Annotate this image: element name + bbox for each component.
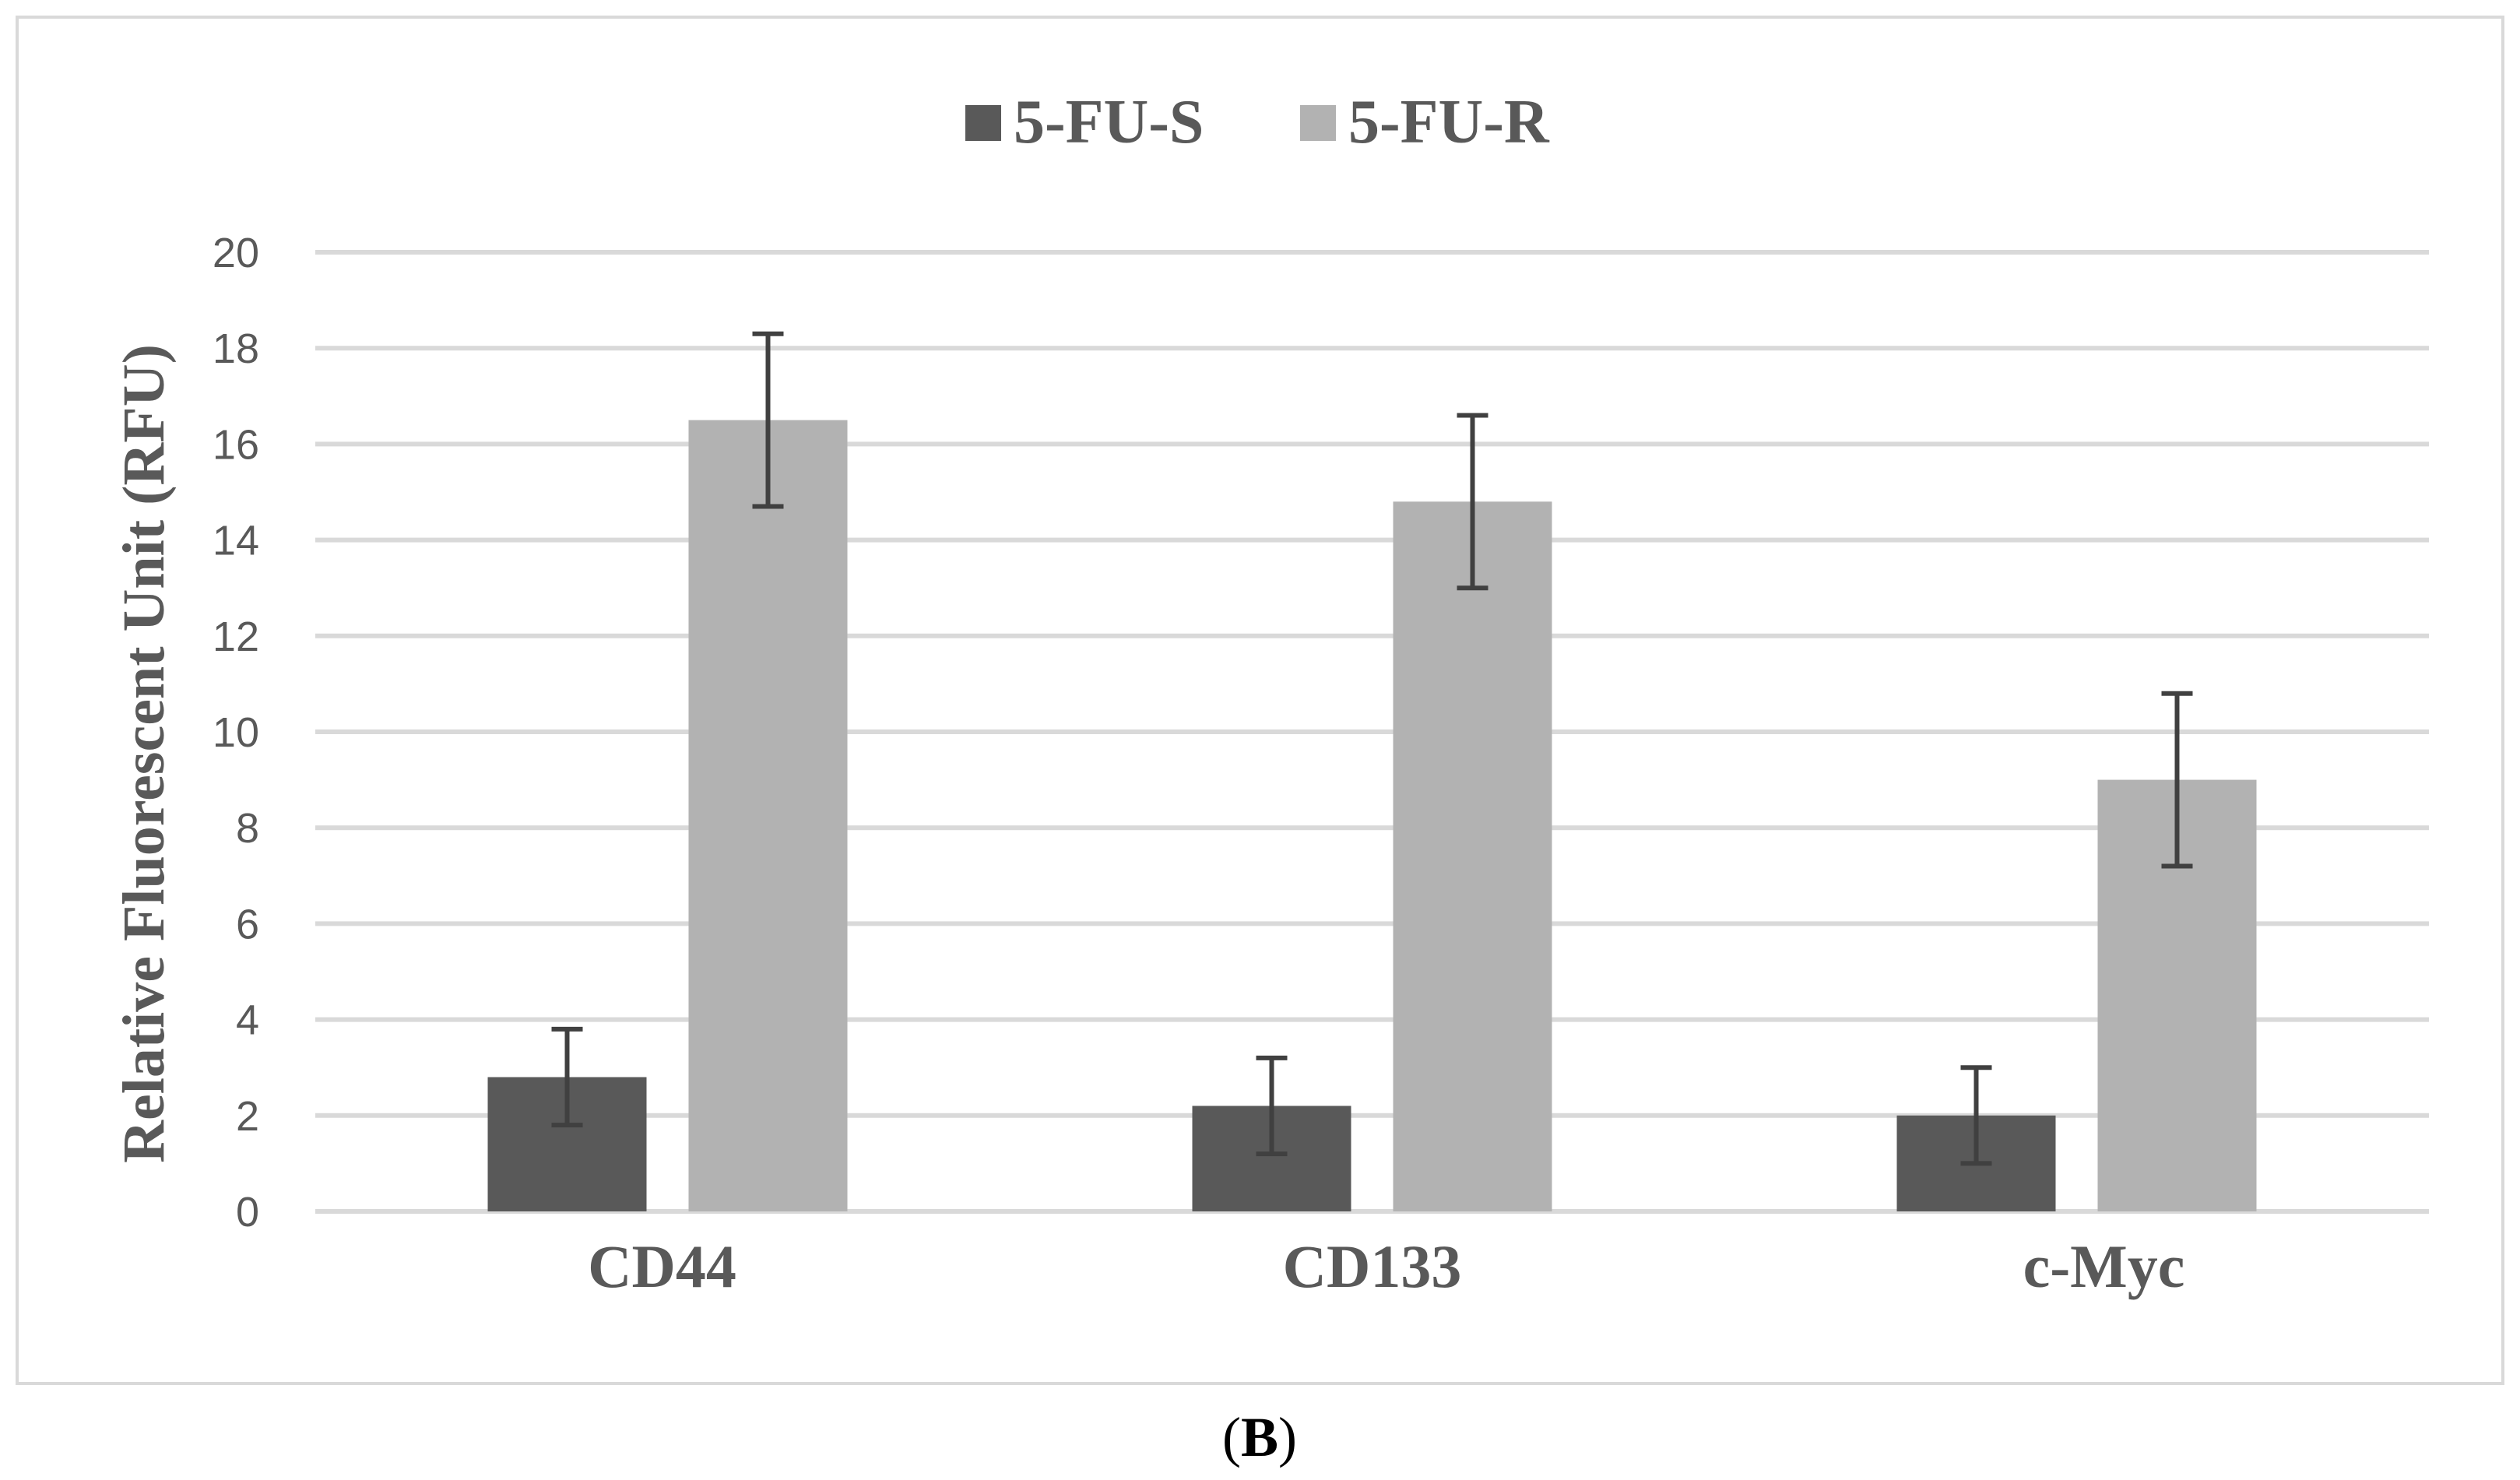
- error-bars: [551, 331, 2193, 1166]
- bar-5-FU-R-CD133: [1393, 501, 1552, 1211]
- bar-5-FU-R-CD44: [688, 420, 848, 1211]
- legend-label: 5-FU-R: [1348, 88, 1550, 156]
- error-bar-5-FU-R-CD133: [1457, 413, 1488, 591]
- category-label: CD133: [1283, 1232, 1462, 1300]
- error-bar-5-FU-S-c-Myc: [1960, 1065, 1992, 1166]
- y-tick-label: 16: [213, 421, 259, 468]
- y-axis-title: Relative Fluorescent Unit (RFU): [111, 344, 177, 1163]
- legend-item: 5-FU-S: [965, 88, 1204, 156]
- y-axis-ticks: 0 2 4 6 8 10 12 14 16 18 20: [213, 230, 259, 1236]
- category-label: c-Myc: [2023, 1232, 2185, 1300]
- gridlines: [315, 250, 2429, 1214]
- error-bar-5-FU-S-CD133: [1256, 1055, 1288, 1157]
- y-tick-label: 20: [213, 230, 259, 276]
- y-tick-label: 4: [236, 997, 259, 1044]
- legend-swatch: [1300, 105, 1336, 141]
- panel-label-letter: B: [1241, 1406, 1278, 1468]
- error-bar-5-FU-S-CD44: [551, 1026, 583, 1128]
- panel-label-open: (: [1222, 1406, 1241, 1468]
- y-tick-label: 18: [213, 325, 259, 372]
- legend: 5-FU-S 5-FU-R: [965, 88, 1550, 156]
- y-tick-label: 6: [236, 901, 259, 947]
- y-tick-label: 12: [213, 613, 259, 660]
- y-tick-label: 8: [236, 805, 259, 852]
- y-tick-label: 2: [236, 1093, 259, 1140]
- category-labels: CD44 CD133 c-Myc: [588, 1232, 2184, 1300]
- panel-label: (B): [1222, 1406, 1297, 1468]
- y-tick-label: 10: [213, 709, 259, 756]
- bars: [487, 420, 2257, 1211]
- panel-label-close: ): [1278, 1406, 1297, 1468]
- legend-swatch: [965, 105, 1001, 141]
- category-label: CD44: [588, 1232, 736, 1300]
- legend-label: 5-FU-S: [1014, 88, 1204, 156]
- legend-item: 5-FU-R: [1300, 88, 1550, 156]
- y-tick-label: 0: [236, 1189, 259, 1236]
- error-bar-5-FU-R-c-Myc: [2161, 691, 2193, 869]
- y-tick-label: 14: [213, 518, 259, 564]
- error-bar-5-FU-R-CD44: [752, 331, 784, 509]
